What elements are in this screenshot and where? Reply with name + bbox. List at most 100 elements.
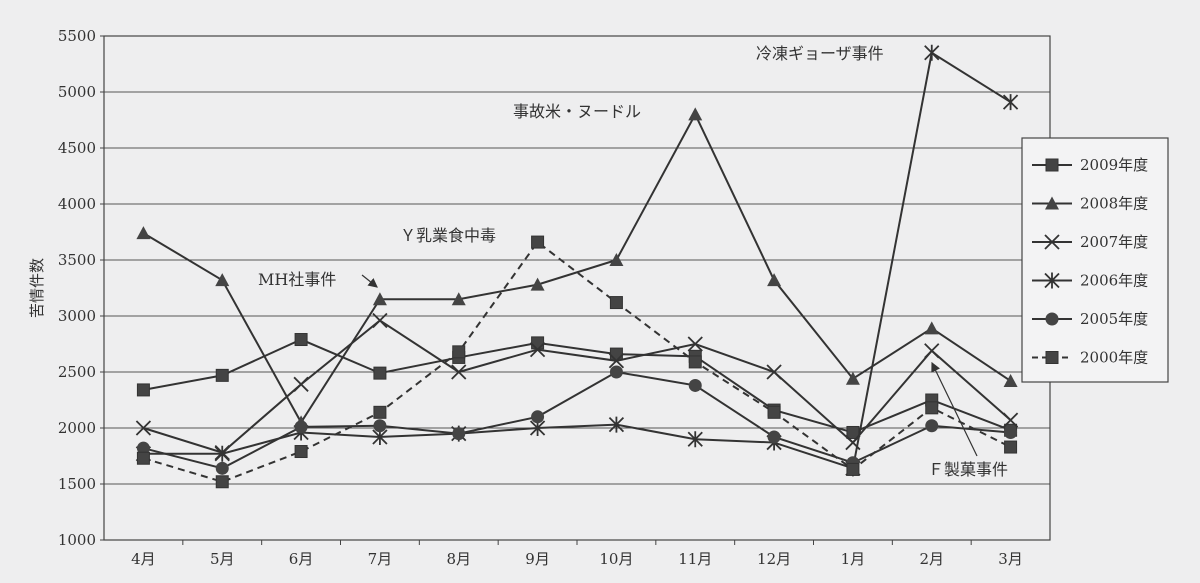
legend-item: 2008年度 — [1032, 195, 1148, 213]
data-point — [1045, 351, 1059, 364]
data-point — [687, 336, 703, 352]
x-tick-label: 10月 — [599, 550, 633, 568]
legend-item: 2005年度 — [1032, 310, 1148, 328]
data-point — [215, 461, 229, 475]
data-point — [1002, 412, 1019, 428]
legend-item: 2006年度 — [1032, 272, 1148, 290]
data-point — [531, 410, 545, 424]
data-point — [1045, 158, 1059, 172]
data-point — [294, 445, 308, 459]
data-point — [608, 353, 625, 369]
data-point — [767, 430, 781, 444]
data-point — [373, 405, 387, 419]
legend: 2009年度 2008年度 2007年度 2006年度 2005年度 2000年度 — [1021, 137, 1169, 383]
annotation-label: MH社事件 — [258, 270, 336, 289]
data-point — [924, 44, 940, 61]
data-point — [136, 451, 150, 465]
data-point — [766, 364, 782, 380]
data-point — [1004, 440, 1018, 454]
x-tick-label: 3月 — [998, 550, 1023, 568]
series-line — [143, 338, 1011, 434]
data-point — [1045, 196, 1059, 210]
data-point — [531, 336, 545, 350]
data-point — [529, 341, 546, 358]
legend-label: 2008年度 — [1080, 195, 1148, 213]
x-tick-label: 6月 — [289, 550, 314, 568]
series-line — [143, 370, 1011, 470]
legend-label: 2006年度 — [1080, 272, 1148, 290]
legend-label: 2009年度 — [1080, 156, 1148, 174]
data-point — [687, 431, 703, 448]
data-point — [688, 355, 702, 369]
annotation-arrow — [931, 361, 978, 457]
x-tick-label: 7月 — [368, 550, 393, 568]
data-point — [609, 253, 624, 266]
legend-label: 2000年度 — [1080, 349, 1148, 367]
data-point — [609, 365, 623, 379]
data-point — [136, 441, 150, 455]
data-point — [293, 376, 309, 392]
legend-item: 2000年度 — [1032, 349, 1148, 367]
data-point — [215, 475, 229, 489]
data-point — [688, 378, 702, 392]
data-point — [214, 445, 230, 462]
data-point — [1044, 234, 1060, 250]
legend-label: 2005年度 — [1080, 310, 1148, 328]
y-axis-label: 苦情件数 — [28, 258, 46, 318]
legend-label: 2007年度 — [1080, 233, 1148, 251]
data-point — [767, 273, 782, 287]
data-point — [925, 419, 939, 433]
data-point — [1045, 312, 1059, 326]
series-4 — [136, 365, 1018, 475]
data-point — [767, 405, 781, 419]
y-tick-label: 4000 — [58, 195, 96, 213]
annotation-label: 冷凍ギョーザ事件 — [756, 44, 884, 63]
data-point — [925, 401, 939, 415]
data-point — [1003, 373, 1018, 387]
data-point — [373, 419, 387, 433]
annotation-label: 事故米・ヌードル — [513, 102, 641, 121]
x-tick-label: 4月 — [131, 550, 156, 568]
x-tick-label: 2月 — [919, 550, 944, 568]
x-tick-label: 12月 — [757, 550, 791, 568]
x-tick-label: 1月 — [841, 550, 866, 568]
data-point — [294, 333, 308, 347]
series-group — [135, 44, 1019, 489]
data-point — [373, 366, 387, 380]
x-tick-label: 8月 — [446, 550, 471, 568]
data-point — [136, 383, 150, 397]
data-point — [452, 345, 466, 359]
series-line — [143, 51, 1012, 470]
y-tick-label: 3000 — [58, 307, 96, 325]
series-line — [143, 240, 1012, 483]
data-point — [531, 235, 545, 249]
data-point — [452, 427, 466, 441]
y-tick-label: 2500 — [58, 363, 96, 381]
data-point — [294, 420, 308, 434]
data-point — [372, 312, 388, 329]
grid — [104, 91, 1050, 485]
y-tick-label: 5000 — [58, 83, 96, 101]
y-tick-label: 5500 — [58, 27, 96, 45]
data-point — [1004, 425, 1018, 439]
annotation-label: Ｆ製菓事件 — [928, 460, 1008, 479]
data-point — [135, 420, 152, 436]
data-point — [451, 364, 467, 380]
y-tick-label: 2000 — [58, 419, 96, 437]
data-point — [924, 321, 939, 335]
series-line — [142, 112, 1012, 425]
data-point — [372, 292, 387, 306]
series-1 — [136, 107, 1018, 429]
series-2 — [135, 312, 1019, 461]
data-point — [609, 296, 623, 310]
data-point — [136, 226, 151, 240]
data-point — [451, 292, 466, 306]
annotation-label: Ｙ乳業食中毒 — [400, 226, 496, 245]
legend-box — [1021, 137, 1169, 383]
data-point — [846, 462, 860, 476]
legend-item: 2009年度 — [1032, 156, 1148, 174]
annotation-arrow — [361, 274, 378, 288]
data-point — [1002, 94, 1019, 111]
